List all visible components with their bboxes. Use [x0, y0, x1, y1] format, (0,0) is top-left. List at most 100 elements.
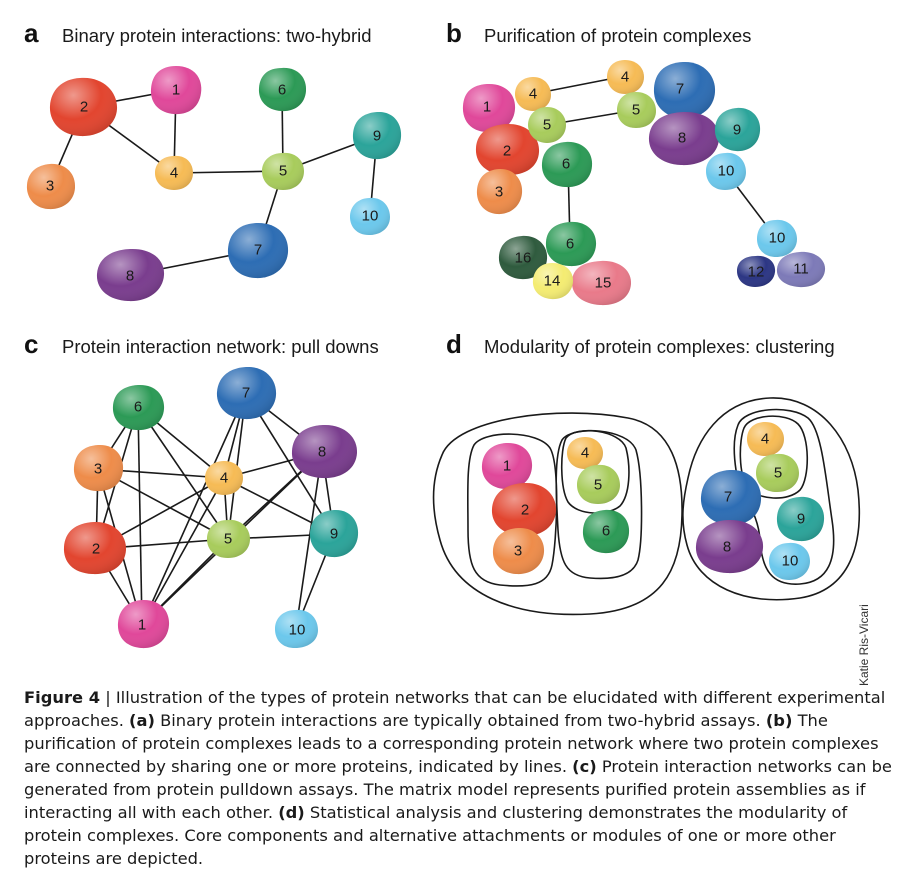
node-d-4a-label: 4	[581, 445, 589, 462]
node-d-5a: 5	[577, 464, 620, 504]
node-c-2-label: 2	[92, 541, 100, 558]
panel-a-letter: a	[24, 18, 39, 48]
node-c-8-label: 8	[318, 444, 326, 461]
node-d-9-label: 9	[797, 511, 805, 528]
node-d-2: 2	[491, 482, 557, 537]
panel-c: c Protein interaction network: pull down…	[24, 329, 379, 649]
node-c-10-label: 10	[289, 622, 306, 639]
node-b-2: 2	[475, 123, 540, 176]
node-b-7-label: 7	[676, 81, 684, 98]
node-b-7: 7	[653, 61, 716, 119]
panel-a: a Binary protein interactions: two-hybri…	[24, 18, 402, 302]
node-b-10b: 10	[757, 219, 797, 257]
node-d-4b-label: 4	[761, 431, 769, 448]
node-b-14-label: 14	[544, 273, 561, 290]
node-b-6a: 6	[541, 141, 593, 188]
node-a-5-label: 5	[279, 163, 287, 180]
node-c-9-label: 9	[330, 526, 338, 543]
node-b-9: 9	[714, 107, 761, 152]
node-b-6b-label: 6	[566, 236, 574, 253]
node-d-2-label: 2	[521, 502, 529, 519]
node-d-3: 3	[492, 527, 545, 575]
node-d-5a-label: 5	[594, 477, 602, 494]
panel-d-clusters	[432, 397, 861, 616]
node-a-4: 4	[155, 155, 193, 190]
panel-c-nodes: 6 7 3 4 8 5 2 9 1 10	[63, 366, 359, 649]
node-c-2: 2	[63, 521, 127, 575]
edge-c-6-5	[137, 406, 229, 540]
node-d-4a: 4	[567, 437, 603, 469]
node-a-9: 9	[352, 111, 402, 160]
node-b-4a-label: 4	[529, 86, 537, 103]
edge-c-7-1	[141, 392, 247, 626]
node-a-1-label: 1	[172, 82, 180, 99]
node-b-6b: 6	[545, 221, 597, 267]
cluster-left-outer	[432, 412, 683, 616]
node-c-3-label: 3	[94, 461, 102, 478]
node-a-6-label: 6	[278, 82, 286, 99]
caption-b-letter: (b)	[765, 711, 793, 730]
panel-d-letter: d	[446, 329, 462, 359]
node-a-6: 6	[258, 67, 307, 112]
node-d-6-label: 6	[602, 523, 610, 540]
node-b-15-label: 15	[595, 275, 612, 292]
node-c-6: 6	[112, 384, 165, 431]
node-b-10b-label: 10	[769, 230, 786, 247]
caption-d-letter: (d)	[278, 803, 305, 822]
panel-b: b Purification of protein complexes 1 2 …	[446, 18, 826, 306]
panel-b-nodes: 1 2 3 4 5 6 4 5 7 8 9 10 16 6 15 14 10 1…	[462, 60, 826, 306]
node-a-8: 8	[96, 248, 165, 302]
panel-a-title: Binary protein interactions: two-hybrid	[62, 25, 372, 46]
node-d-9: 9	[776, 496, 825, 542]
panel-b-letter: b	[446, 18, 462, 48]
node-b-5b-label: 5	[632, 102, 640, 119]
node-b-10a: 10	[706, 152, 746, 190]
node-a-3: 3	[26, 163, 76, 210]
illustrator-credit: Katie Ris-Vicari	[857, 604, 871, 686]
node-b-1: 1	[462, 83, 516, 133]
node-d-5b: 5	[756, 453, 799, 492]
node-a-7: 7	[227, 222, 289, 279]
node-d-10-label: 10	[782, 553, 799, 570]
node-a-9-label: 9	[373, 128, 381, 145]
node-c-6-label: 6	[134, 399, 142, 416]
node-b-2-label: 2	[503, 143, 511, 160]
panel-a-nodes: 1 2 3 4 5 6 7 8 9 10	[26, 66, 402, 302]
caption-intro: | Illustration of the types of protein n…	[24, 688, 886, 730]
node-a-10-label: 10	[362, 208, 379, 225]
node-d-10: 10	[769, 542, 810, 580]
node-b-9-label: 9	[733, 122, 741, 139]
node-b-11-label: 11	[793, 261, 809, 278]
cluster-left-core	[466, 433, 558, 587]
node-b-10a-label: 10	[718, 163, 735, 180]
node-b-1-label: 1	[483, 99, 491, 116]
node-a-2: 2	[49, 77, 118, 137]
node-a-8-label: 8	[126, 268, 134, 285]
node-c-7-label: 7	[242, 385, 250, 402]
node-a-2-label: 2	[80, 99, 88, 116]
edge-c-8-10	[295, 451, 323, 630]
node-b-16-label: 16	[515, 250, 532, 267]
node-c-5-label: 5	[224, 531, 232, 548]
node-b-14: 14	[532, 263, 574, 300]
panel-c-letter: c	[24, 329, 38, 359]
node-c-5: 5	[207, 519, 250, 558]
node-d-5b-label: 5	[774, 465, 782, 482]
node-a-5: 5	[262, 152, 304, 190]
node-a-7-label: 7	[254, 242, 262, 259]
node-c-4-label: 4	[220, 470, 228, 487]
figure-caption: Figure 4 | Illustration of the types of …	[24, 686, 904, 870]
node-c-7: 7	[216, 366, 277, 420]
cluster-left-module	[555, 429, 643, 580]
node-b-5b: 5	[617, 92, 656, 128]
node-b-8: 8	[648, 111, 720, 166]
node-b-15: 15	[571, 260, 632, 306]
edge-c-6-1	[137, 406, 143, 626]
node-b-11: 11	[776, 251, 826, 288]
panel-d-title: Modularity of protein complexes: cluster…	[484, 336, 835, 357]
node-c-1-label: 1	[138, 617, 146, 634]
node-d-1: 1	[481, 442, 533, 490]
node-b-3: 3	[476, 168, 523, 215]
node-b-6a-label: 6	[562, 156, 570, 173]
